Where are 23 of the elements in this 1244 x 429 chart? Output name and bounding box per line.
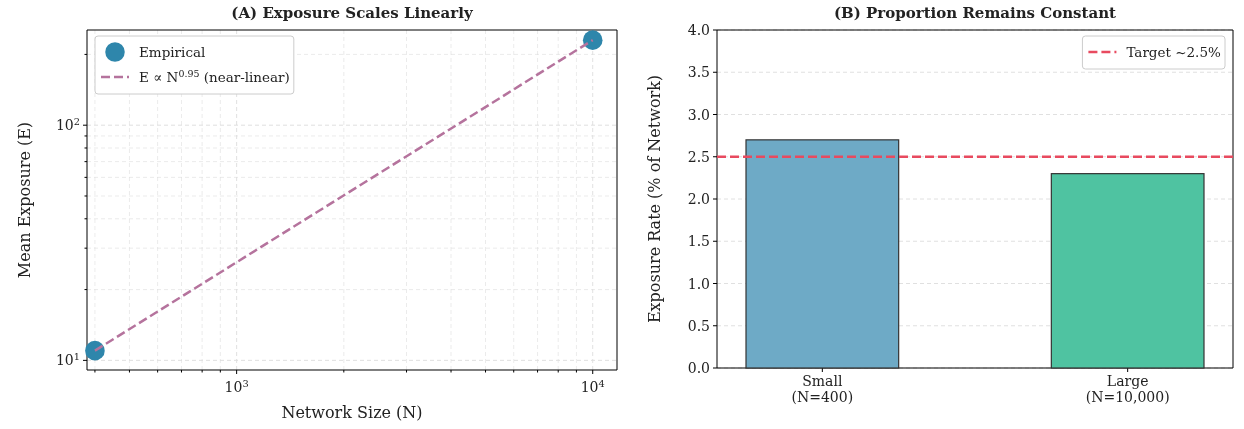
y-axis-title: Mean Exposure (E): [15, 121, 34, 279]
y-tick-label: 10$^{2}$: [55, 115, 80, 134]
chart-title: (A) Exposure Scales Linearly: [231, 4, 474, 22]
legend-label: Empirical: [139, 44, 206, 60]
y-tick-label: 3.0: [687, 106, 710, 123]
y-tick-label: 1.0: [687, 275, 710, 292]
legend-label: E ∝ N$^{0.95}$ (near-linear): [139, 67, 290, 85]
y-tick-label: 0.5: [687, 317, 710, 334]
x-tick-label: 10$^{3}$: [224, 377, 249, 395]
y-tick-label: 3.5: [687, 64, 710, 81]
legend-label: Target ~2.5%: [1126, 44, 1221, 60]
y-axis-title: Exposure Rate (% of Network): [645, 74, 664, 324]
x-axis-title: Network Size (N): [281, 403, 423, 422]
y-tick-label: 1.5: [687, 233, 710, 250]
y-tick-label: 2.5: [687, 148, 710, 165]
x-tick-label: Large (N=10,000): [1085, 373, 1170, 406]
chart-title: (B) Proportion Remains Constant: [833, 4, 1117, 22]
y-tick-label: 4.0: [687, 22, 710, 38]
y-tick-label: 10$^{1}$: [55, 350, 80, 369]
x-tick-label: 10$^{4}$: [580, 377, 605, 395]
x-tick-label: Small (N=400): [791, 373, 854, 406]
y-tick-label: 0.0: [687, 360, 710, 376]
y-tick-label: 2.0: [687, 191, 710, 207]
